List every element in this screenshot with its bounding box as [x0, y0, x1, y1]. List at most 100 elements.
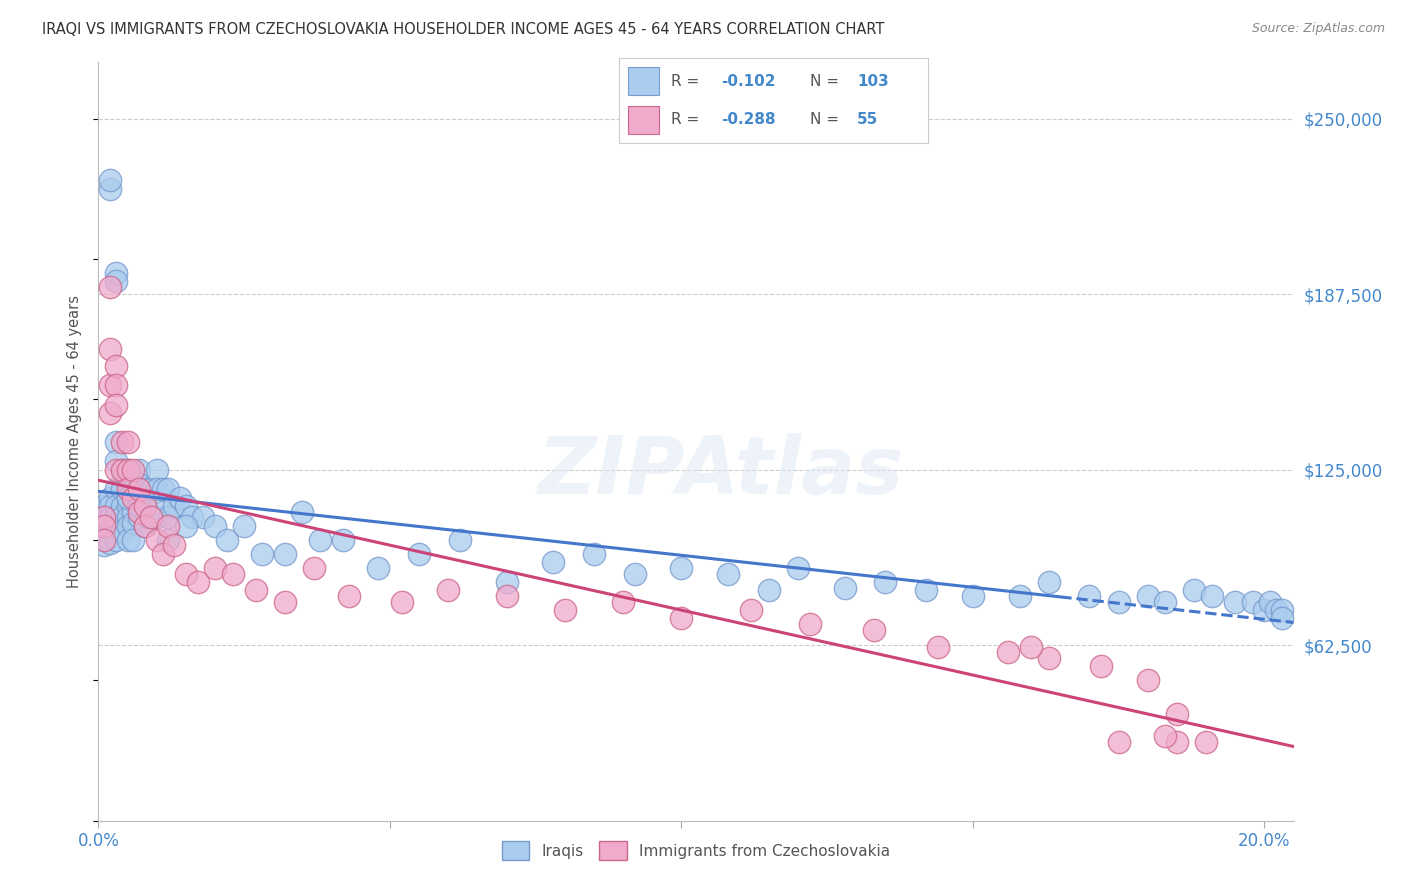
Point	[134, 518, 156, 533]
Point	[122, 462, 145, 476]
Point	[117, 476, 139, 491]
Point	[1019, 640, 1042, 654]
Point	[1090, 659, 1112, 673]
Point	[1225, 594, 1247, 608]
Point	[215, 533, 238, 547]
Point	[104, 462, 127, 476]
Point	[1136, 673, 1159, 688]
Text: Source: ZipAtlas.com: Source: ZipAtlas.com	[1251, 22, 1385, 36]
Point	[163, 538, 186, 552]
Point	[93, 533, 115, 547]
Point	[111, 483, 134, 497]
Point	[337, 589, 360, 603]
Point	[233, 518, 256, 533]
Point	[1108, 735, 1130, 749]
Point	[111, 434, 134, 449]
Point	[104, 359, 127, 373]
Point	[1154, 594, 1177, 608]
Bar	[628, 67, 659, 95]
Point	[134, 499, 156, 513]
Point	[128, 505, 150, 519]
Point	[169, 491, 191, 505]
Point	[104, 483, 127, 497]
Point	[104, 434, 127, 449]
Point	[250, 547, 273, 561]
Point	[134, 499, 156, 513]
Point	[98, 407, 121, 421]
Point	[1008, 589, 1031, 603]
Point	[104, 533, 127, 547]
Point	[98, 173, 121, 187]
Point	[139, 483, 162, 497]
Point	[1271, 611, 1294, 625]
Point	[1195, 735, 1218, 749]
Point	[758, 583, 780, 598]
Text: N =: N =	[810, 74, 844, 89]
Point	[437, 583, 460, 598]
Point	[111, 462, 134, 476]
Point	[117, 434, 139, 449]
Point	[1154, 730, 1177, 744]
Point	[157, 518, 180, 533]
Point	[117, 533, 139, 547]
Point	[157, 533, 180, 547]
Point	[104, 499, 127, 513]
Point	[128, 510, 150, 524]
Point	[122, 491, 145, 505]
Point	[134, 518, 156, 533]
Point	[1166, 706, 1188, 721]
Point	[117, 462, 139, 476]
Point	[174, 518, 197, 533]
Point	[1271, 603, 1294, 617]
Point	[93, 518, 115, 533]
Point	[554, 603, 576, 617]
Point	[128, 491, 150, 505]
Point	[174, 566, 197, 581]
Point	[186, 574, 208, 589]
Point	[98, 499, 121, 513]
Point	[671, 561, 693, 575]
Point	[274, 547, 297, 561]
Point	[915, 583, 938, 598]
Point	[612, 594, 634, 608]
Point	[787, 561, 810, 575]
Text: IRAQI VS IMMIGRANTS FROM CZECHOSLOVAKIA HOUSEHOLDER INCOME AGES 45 - 64 YEARS CO: IRAQI VS IMMIGRANTS FROM CZECHOSLOVAKIA …	[42, 22, 884, 37]
Point	[152, 483, 174, 497]
Point	[139, 510, 162, 524]
Point	[740, 603, 762, 617]
Y-axis label: Householder Income Ages 45 - 64 years: Householder Income Ages 45 - 64 years	[67, 295, 83, 588]
Point	[309, 533, 332, 547]
Point	[332, 533, 354, 547]
Point	[1201, 589, 1223, 603]
Point	[145, 533, 167, 547]
Point	[204, 518, 226, 533]
Point	[117, 518, 139, 533]
Point	[117, 462, 139, 476]
Point	[1258, 594, 1281, 608]
Point	[193, 510, 215, 524]
Point	[134, 483, 156, 497]
Text: 103: 103	[856, 74, 889, 89]
Point	[117, 491, 139, 505]
Point	[98, 182, 121, 196]
Point	[145, 483, 167, 497]
Point	[962, 589, 984, 603]
Point	[98, 378, 121, 392]
Text: 55: 55	[856, 112, 879, 127]
Point	[1265, 603, 1288, 617]
Point	[111, 524, 134, 539]
Point	[152, 547, 174, 561]
Point	[139, 510, 162, 524]
Point	[104, 518, 127, 533]
Point	[111, 510, 134, 524]
Point	[1166, 735, 1188, 749]
Point	[111, 462, 134, 476]
Point	[122, 533, 145, 547]
Point	[1038, 574, 1060, 589]
Point	[98, 342, 121, 356]
Point	[875, 574, 897, 589]
Point	[157, 483, 180, 497]
Point	[104, 275, 127, 289]
Point	[104, 266, 127, 280]
Point	[152, 505, 174, 519]
